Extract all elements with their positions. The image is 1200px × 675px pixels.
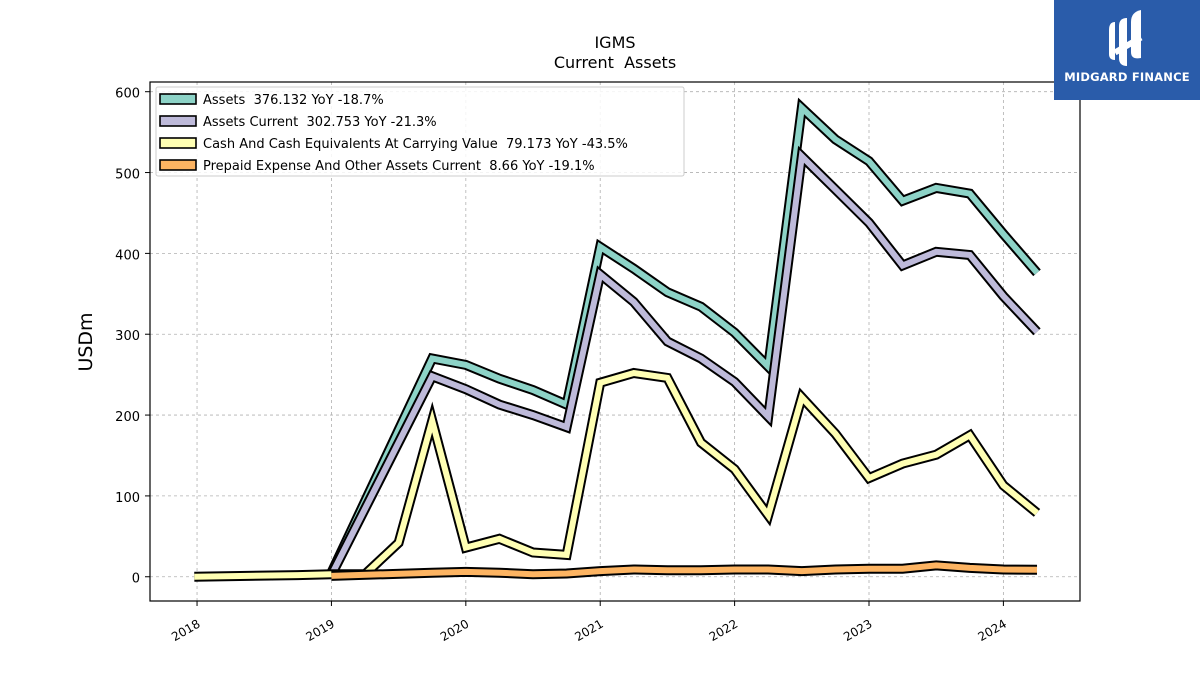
series-line-2	[194, 369, 1039, 580]
y-tick-label: 200	[115, 410, 140, 425]
legend-swatch	[159, 115, 197, 127]
legend-swatch	[159, 159, 197, 171]
series-outline-0	[326, 97, 1041, 575]
y-tick-label: 100	[115, 491, 140, 506]
legend-label: Assets 376.132 YoY -18.7%	[203, 93, 384, 108]
x-tick-label: 2020	[438, 617, 471, 644]
legend-label: Assets Current 302.753 YoY -21.3%	[203, 115, 437, 130]
x-tick-label: 2019	[304, 617, 337, 644]
y-tick-label: 500	[115, 168, 140, 183]
x-tick-label: 2022	[707, 617, 740, 644]
x-tick-label: 2018	[169, 617, 202, 644]
series-outline-2	[194, 367, 1041, 582]
legend-label: Cash And Cash Equivalents At Carrying Va…	[203, 137, 628, 152]
brand-logo-text: MIDGARD FINANCE	[1064, 70, 1190, 84]
y-tick-label: 300	[115, 329, 140, 344]
legend: Assets 376.132 YoY -18.7% Assets Current …	[155, 86, 685, 177]
midgard-logo-icon	[1109, 10, 1143, 66]
legend-swatch	[159, 93, 197, 105]
series-lines	[194, 97, 1041, 582]
chart-subtitle: Current Assets	[554, 53, 676, 72]
y-tick-label: 600	[115, 87, 140, 102]
y-axis-label: USDm	[75, 312, 97, 371]
legend-box	[155, 86, 685, 177]
legend-swatch	[159, 137, 197, 149]
x-tick-label: 2021	[572, 617, 605, 644]
legend-label: Prepaid Expense And Other Assets Current…	[203, 159, 595, 174]
series-line-0	[328, 101, 1040, 574]
brand-logo: MIDGARD FINANCE	[1054, 0, 1200, 100]
series-line-3	[331, 562, 1038, 579]
x-tick-label: 2024	[976, 617, 1009, 644]
x-tick-label: 2023	[841, 617, 874, 644]
y-tick-label: 400	[115, 248, 140, 263]
series-line-1	[328, 150, 1040, 577]
y-tick-label: 0	[132, 572, 140, 587]
series-outline-1	[326, 145, 1041, 578]
chart-title: IGMS	[594, 33, 635, 52]
plot-frame	[149, 81, 1081, 602]
